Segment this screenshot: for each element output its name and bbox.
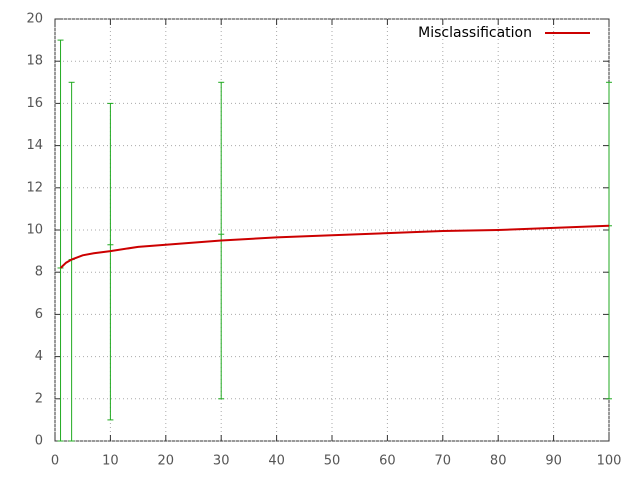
y-tick-label: 8 [35, 265, 43, 280]
y-tick-label: 0 [35, 434, 43, 449]
x-tick-label: 100 [597, 454, 622, 469]
y-tick-label: 2 [35, 391, 43, 406]
y-tick-label: 4 [35, 349, 43, 364]
x-tick-label: 90 [545, 454, 562, 469]
x-tick-label: 10 [102, 454, 119, 469]
x-tick-label: 50 [324, 454, 341, 469]
y-tick-label: 18 [26, 54, 43, 69]
legend-label: Misclassification [418, 25, 532, 41]
y-tick-label: 6 [35, 307, 43, 322]
x-tick-label: 20 [158, 454, 175, 469]
x-tick-label: 40 [268, 454, 285, 469]
y-tick-label: 10 [26, 223, 43, 238]
x-tick-label: 60 [379, 454, 396, 469]
line-series [59, 224, 610, 269]
x-tick-label: 0 [51, 454, 59, 469]
y-tick-label: 20 [26, 12, 43, 27]
y-tick-label: 16 [26, 96, 43, 111]
y-tick-label: 14 [26, 138, 43, 153]
y-tick-label: 12 [26, 180, 43, 195]
x-tick-label: 30 [213, 454, 230, 469]
x-tick-label: 70 [435, 454, 452, 469]
x-tick-label: 80 [490, 454, 507, 469]
